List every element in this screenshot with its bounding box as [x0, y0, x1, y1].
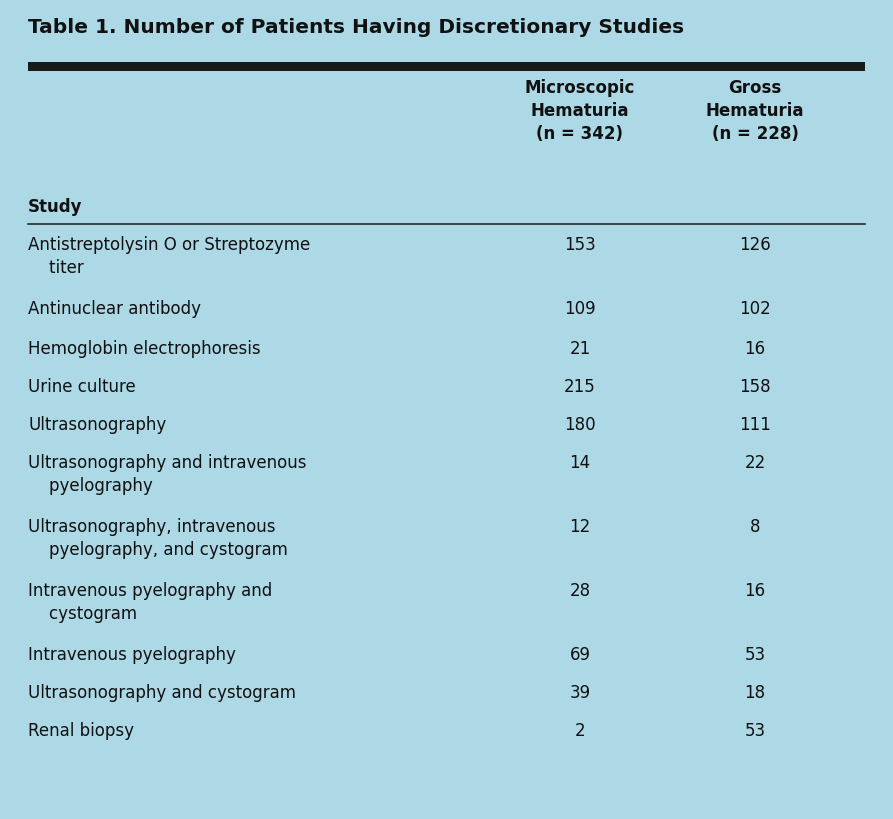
Text: Study: Study [28, 198, 82, 216]
Text: Gross
Hematuria
(n = 228): Gross Hematuria (n = 228) [705, 79, 805, 143]
Text: 53: 53 [745, 722, 765, 740]
Text: Ultrasonography and intravenous
    pyelography: Ultrasonography and intravenous pyelogra… [28, 454, 306, 495]
Text: Ultrasonography: Ultrasonography [28, 416, 166, 434]
Text: Hemoglobin electrophoresis: Hemoglobin electrophoresis [28, 340, 261, 358]
Text: 158: 158 [739, 378, 771, 396]
Text: Microscopic
Hematuria
(n = 342): Microscopic Hematuria (n = 342) [525, 79, 635, 143]
Text: 39: 39 [570, 684, 590, 702]
Text: 21: 21 [570, 340, 590, 358]
Text: 12: 12 [570, 518, 590, 536]
Text: 215: 215 [564, 378, 596, 396]
Text: Antinuclear antibody: Antinuclear antibody [28, 300, 201, 318]
Text: 102: 102 [739, 300, 771, 318]
Text: 14: 14 [570, 454, 590, 472]
Text: 53: 53 [745, 646, 765, 664]
Text: 8: 8 [750, 518, 760, 536]
Text: 111: 111 [739, 416, 771, 434]
Text: 2: 2 [575, 722, 585, 740]
Text: 126: 126 [739, 236, 771, 254]
Text: 69: 69 [570, 646, 590, 664]
Text: 109: 109 [564, 300, 596, 318]
Text: Table 1. Number of Patients Having Discretionary Studies: Table 1. Number of Patients Having Discr… [28, 18, 684, 37]
Text: 22: 22 [745, 454, 765, 472]
Text: 153: 153 [564, 236, 596, 254]
Text: Antistreptolysin O or Streptozyme
    titer: Antistreptolysin O or Streptozyme titer [28, 236, 310, 277]
Text: 28: 28 [570, 582, 590, 600]
Text: 18: 18 [745, 684, 765, 702]
Text: 180: 180 [564, 416, 596, 434]
Text: 16: 16 [745, 582, 765, 600]
Bar [28, 62, 865, 71]
Text: Urine culture: Urine culture [28, 378, 136, 396]
Text: Intravenous pyelography and
    cystogram: Intravenous pyelography and cystogram [28, 582, 272, 623]
Text: Intravenous pyelography: Intravenous pyelography [28, 646, 236, 664]
Text: 16: 16 [745, 340, 765, 358]
Text: Renal biopsy: Renal biopsy [28, 722, 134, 740]
Text: Ultrasonography, intravenous
    pyelography, and cystogram: Ultrasonography, intravenous pyelography… [28, 518, 288, 559]
Text: Ultrasonography and cystogram: Ultrasonography and cystogram [28, 684, 296, 702]
